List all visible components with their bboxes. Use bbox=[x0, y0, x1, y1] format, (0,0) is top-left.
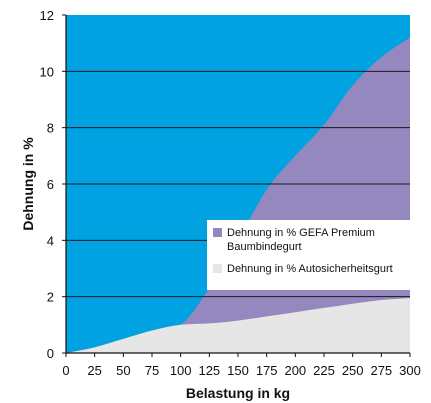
legend-label-premium-line2: Baumbindegurt bbox=[227, 241, 302, 253]
x-tick-label-250: 250 bbox=[342, 363, 364, 378]
x-tick-label-75: 75 bbox=[145, 363, 159, 378]
x-tick-label-300: 300 bbox=[399, 363, 421, 378]
x-tick-label-125: 125 bbox=[198, 363, 220, 378]
y-tick-label-2: 2 bbox=[47, 290, 54, 305]
legend: Dehnung in % GEFA Premium Baumbindegurt … bbox=[207, 220, 410, 290]
legend-swatch-auto bbox=[213, 264, 222, 273]
y-tick-label-12: 12 bbox=[40, 8, 54, 23]
y-tick-label-10: 10 bbox=[40, 64, 54, 79]
legend-label-auto: Dehnung in % Autosicherheitsgurt bbox=[227, 263, 393, 275]
y-axis-title: Dehnung in % bbox=[20, 137, 36, 231]
y-tick-label-6: 6 bbox=[47, 177, 54, 192]
y-tick-label-8: 8 bbox=[47, 121, 54, 136]
legend-swatch-premium bbox=[213, 228, 222, 237]
x-tick-label-0: 0 bbox=[62, 363, 69, 378]
y-tick-label-0: 0 bbox=[47, 346, 54, 361]
x-tick-label-100: 100 bbox=[170, 363, 192, 378]
legend-box bbox=[207, 220, 410, 290]
legend-label-premium-line1: Dehnung in % GEFA Premium bbox=[227, 227, 375, 239]
x-tick-label-225: 225 bbox=[313, 363, 335, 378]
x-axis-title: Belastung in kg bbox=[186, 385, 290, 401]
x-tick-label-175: 175 bbox=[256, 363, 278, 378]
y-tick-label-4: 4 bbox=[47, 233, 54, 248]
x-tick-label-150: 150 bbox=[227, 363, 249, 378]
x-tick-label-275: 275 bbox=[370, 363, 392, 378]
x-tick-label-200: 200 bbox=[284, 363, 306, 378]
x-tick-label-50: 50 bbox=[116, 363, 130, 378]
area-series-auto bbox=[66, 298, 410, 353]
x-tick-label-25: 25 bbox=[87, 363, 101, 378]
